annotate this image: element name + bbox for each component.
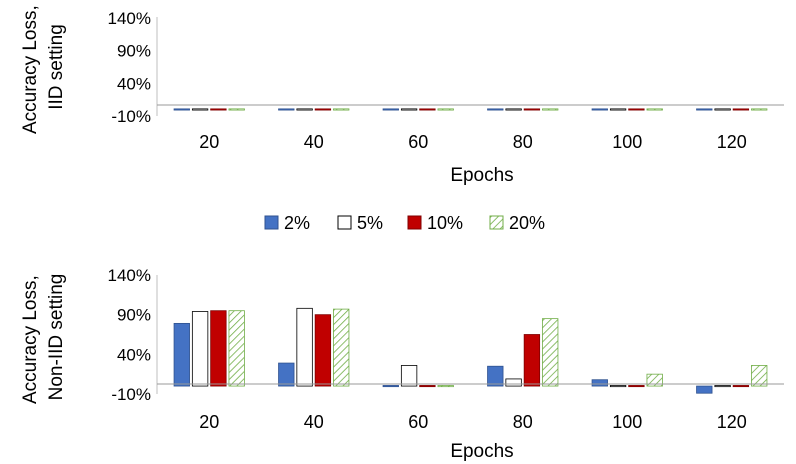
y-tick-label: 40% [117,74,151,93]
bar-5pct-epoch-20 [191,311,209,387]
bar-5pct-epoch-80 [505,108,522,111]
y-tick-label: 40% [117,345,151,364]
legend-swatch [407,215,422,230]
chart-iid: 140% 90% 40% -10% 20 40 60 80 100 120 Epochs Acc… [20,0,784,186]
bar-10pct-epoch-100 [628,385,645,388]
bar-10pct-epoch-80 [523,108,541,111]
bar-2pct-epoch-40 [278,362,295,387]
bar-10pct-epoch-20 [210,108,227,111]
bar-5pct-epoch-120 [714,108,731,111]
bar-20pct-epoch-60 [437,108,454,111]
bar-2pct-epoch-120 [696,108,713,111]
bar-5pct-epoch-20 [191,108,209,111]
y-tick-labels: 140% 90% 40% -10% [108,9,151,126]
bar-10pct-epoch-60 [419,385,436,388]
bar-10pct-epoch-60 [419,108,436,111]
x-tick-label: 120 [717,132,747,152]
y-tick-label: 90% [117,306,151,325]
y-axis-title-line-2: Non-IID setting [46,274,67,401]
bar-20pct-epoch-120 [751,365,768,387]
legend: 2% 5% 10% 20% [264,213,545,233]
legend-label: 2% [284,213,310,233]
x-tick-label: 100 [612,412,642,432]
bar-20pct-epoch-80 [542,318,559,387]
legend-swatch [337,215,352,230]
bar-20pct-epoch-40 [333,308,350,387]
y-axis-title: Accuracy Loss, IID setting [20,0,67,134]
bar-5pct-epoch-80 [505,378,522,387]
x-tick-label: 40 [304,412,324,432]
bar-20pct-epoch-20 [228,310,245,387]
x-tick-label: 60 [408,132,428,152]
y-tick-label: 140% [108,9,151,28]
bars [173,307,768,394]
bar-20pct-epoch-20 [228,108,245,111]
x-axis-title: Epochs [450,165,513,186]
x-tick-labels: 20 40 60 80 100 120 [199,132,747,152]
y-axis-title-line-1: Accuracy Loss, [20,5,41,134]
x-tick-label: 120 [717,412,747,432]
x-tick-label: 60 [408,412,428,432]
bar-10pct-epoch-80 [523,334,541,387]
bar-2pct-epoch-60 [382,385,399,388]
legend-label: 20% [509,213,545,233]
bar-20pct-epoch-100 [646,373,663,387]
bar-5pct-epoch-40 [296,108,313,111]
y-tick-label: -10% [111,107,151,126]
x-tick-label: 20 [199,412,219,432]
bar-2pct-epoch-60 [382,108,399,111]
y-axis-title: Accuracy Loss, Non-IID setting [20,270,67,404]
bar-2pct-epoch-20 [173,322,190,387]
legend-label: 5% [357,213,383,233]
bar-20pct-epoch-80 [542,108,559,111]
bar-10pct-epoch-100 [628,108,645,111]
bar-5pct-epoch-100 [609,385,627,388]
x-tick-label: 40 [304,132,324,152]
y-axis-title-line-2: IID setting [46,24,67,110]
chart-non-iid: 140% 90% 40% -10% 20 40 60 80 100 120 Epochs Acc… [20,266,784,462]
y-tick-labels: 140% 90% 40% -10% [108,266,151,404]
legend-swatch [264,215,279,230]
bar-2pct-epoch-100 [591,108,608,111]
x-axis-title: Epochs [450,441,513,462]
bars [173,108,768,111]
legend-swatch [489,215,504,230]
bar-10pct-epoch-40 [314,108,332,111]
bar-5pct-epoch-40 [296,307,313,387]
bar-2pct-epoch-80 [487,108,504,111]
y-tick-label: 90% [117,42,151,61]
y-tick-label: 140% [108,266,151,285]
bar-2pct-epoch-80 [487,365,504,387]
bar-2pct-epoch-40 [278,108,295,111]
bar-2pct-epoch-100 [591,379,608,387]
bar-10pct-epoch-120 [732,385,750,388]
bar-20pct-epoch-100 [646,108,663,111]
bar-5pct-epoch-60 [400,365,418,387]
bar-10pct-epoch-40 [314,314,332,387]
bar-20pct-epoch-120 [751,108,768,111]
y-tick-label: -10% [111,385,151,404]
x-tick-label: 80 [513,412,533,432]
bar-2pct-epoch-20 [173,108,190,111]
bar-10pct-epoch-20 [210,310,227,387]
x-tick-labels: 20 40 60 80 100 120 [199,412,747,432]
bar-5pct-epoch-120 [714,385,731,388]
bar-2pct-epoch-120 [696,385,713,394]
legend-label: 10% [427,213,463,233]
bar-10pct-epoch-120 [732,108,750,111]
bar-5pct-epoch-100 [609,108,627,111]
x-tick-label: 20 [199,132,219,152]
y-axis-title-line-1: Accuracy Loss, [20,275,41,404]
bar-20pct-epoch-60 [437,385,454,388]
x-tick-label: 80 [513,132,533,152]
bar-20pct-epoch-40 [333,108,350,111]
x-tick-label: 100 [612,132,642,152]
bar-5pct-epoch-60 [400,108,418,111]
